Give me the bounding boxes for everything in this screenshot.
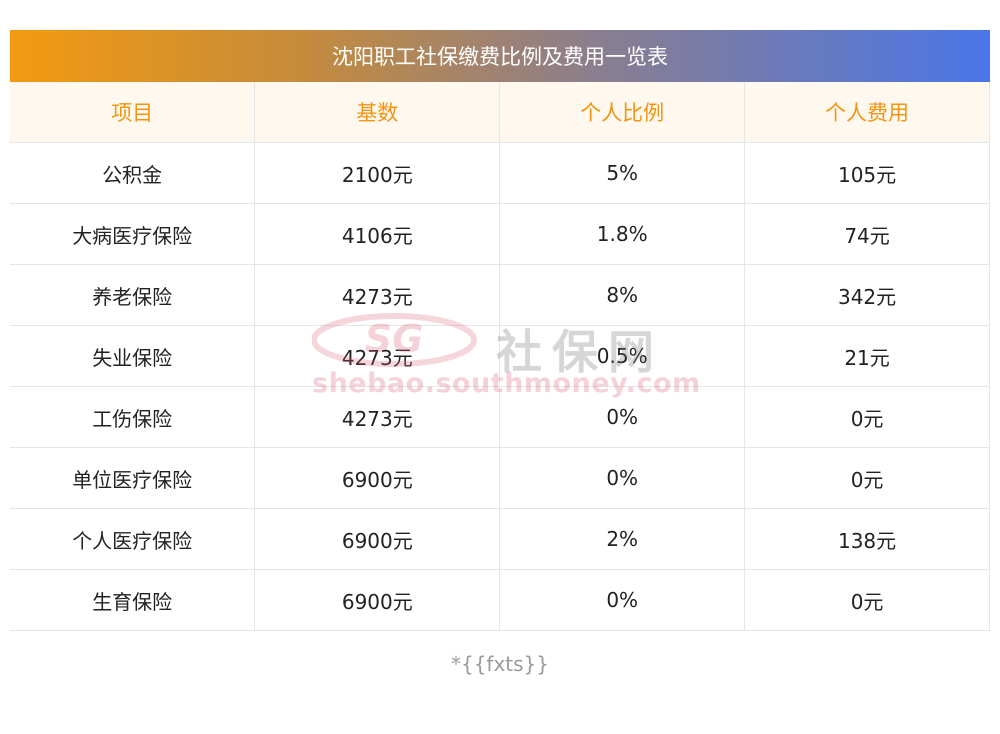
table-row: 工伤保险 4273元 0% 0元 (10, 386, 990, 448)
social-insurance-table: 项目 基数 个人比例 个人费用 公积金 2100元 5% 105元 大病医疗保险… (10, 82, 990, 631)
cell-cost: 0元 (744, 569, 990, 631)
cell-cost: 74元 (744, 203, 990, 265)
cell-base: 6900元 (254, 569, 500, 631)
header-base: 基数 (254, 82, 500, 143)
table-row: 单位医疗保险 6900元 0% 0元 (10, 447, 990, 509)
header-item: 项目 (10, 82, 255, 143)
table-row: 个人医疗保险 6900元 2% 138元 (10, 508, 990, 570)
cell-rate: 0% (499, 386, 745, 448)
cell-item: 大病医疗保险 (10, 203, 255, 265)
header-personal-cost: 个人费用 (744, 82, 990, 143)
table-row: 失业保险 4273元 0.5% 21元 (10, 325, 990, 387)
cell-item: 失业保险 (10, 325, 255, 387)
table-row: 公积金 2100元 5% 105元 (10, 142, 990, 204)
table-row: 养老保险 4273元 8% 342元 (10, 264, 990, 326)
cell-base: 2100元 (254, 142, 500, 204)
cell-item: 公积金 (10, 142, 255, 204)
cell-item: 生育保险 (10, 569, 255, 631)
cell-cost: 138元 (744, 508, 990, 570)
cell-rate: 5% (499, 142, 745, 204)
cell-rate: 0% (499, 447, 745, 509)
table-row: 大病医疗保险 4106元 1.8% 74元 (10, 203, 990, 265)
cell-base: 6900元 (254, 447, 500, 509)
footnote: *{{fxts}} (450, 652, 550, 676)
cell-rate: 1.8% (499, 203, 745, 265)
cell-cost: 21元 (744, 325, 990, 387)
cell-base: 4273元 (254, 325, 500, 387)
cell-cost: 342元 (744, 264, 990, 326)
cell-item: 养老保险 (10, 264, 255, 326)
header-personal-rate: 个人比例 (499, 82, 745, 143)
table-row: 生育保险 6900元 0% 0元 (10, 569, 990, 631)
table-title: 沈阳职工社保缴费比例及费用一览表 (10, 30, 990, 82)
cell-base: 4273元 (254, 386, 500, 448)
cell-cost: 105元 (744, 142, 990, 204)
cell-base: 4273元 (254, 264, 500, 326)
cell-rate: 8% (499, 264, 745, 326)
cell-rate: 0% (499, 569, 745, 631)
cell-item: 个人医疗保险 (10, 508, 255, 570)
cell-rate: 2% (499, 508, 745, 570)
cell-item: 单位医疗保险 (10, 447, 255, 509)
cell-base: 4106元 (254, 203, 500, 265)
cell-cost: 0元 (744, 447, 990, 509)
cell-item: 工伤保险 (10, 386, 255, 448)
table-header-row: 项目 基数 个人比例 个人费用 (10, 82, 990, 143)
cell-cost: 0元 (744, 386, 990, 448)
cell-rate: 0.5% (499, 325, 745, 387)
cell-base: 6900元 (254, 508, 500, 570)
